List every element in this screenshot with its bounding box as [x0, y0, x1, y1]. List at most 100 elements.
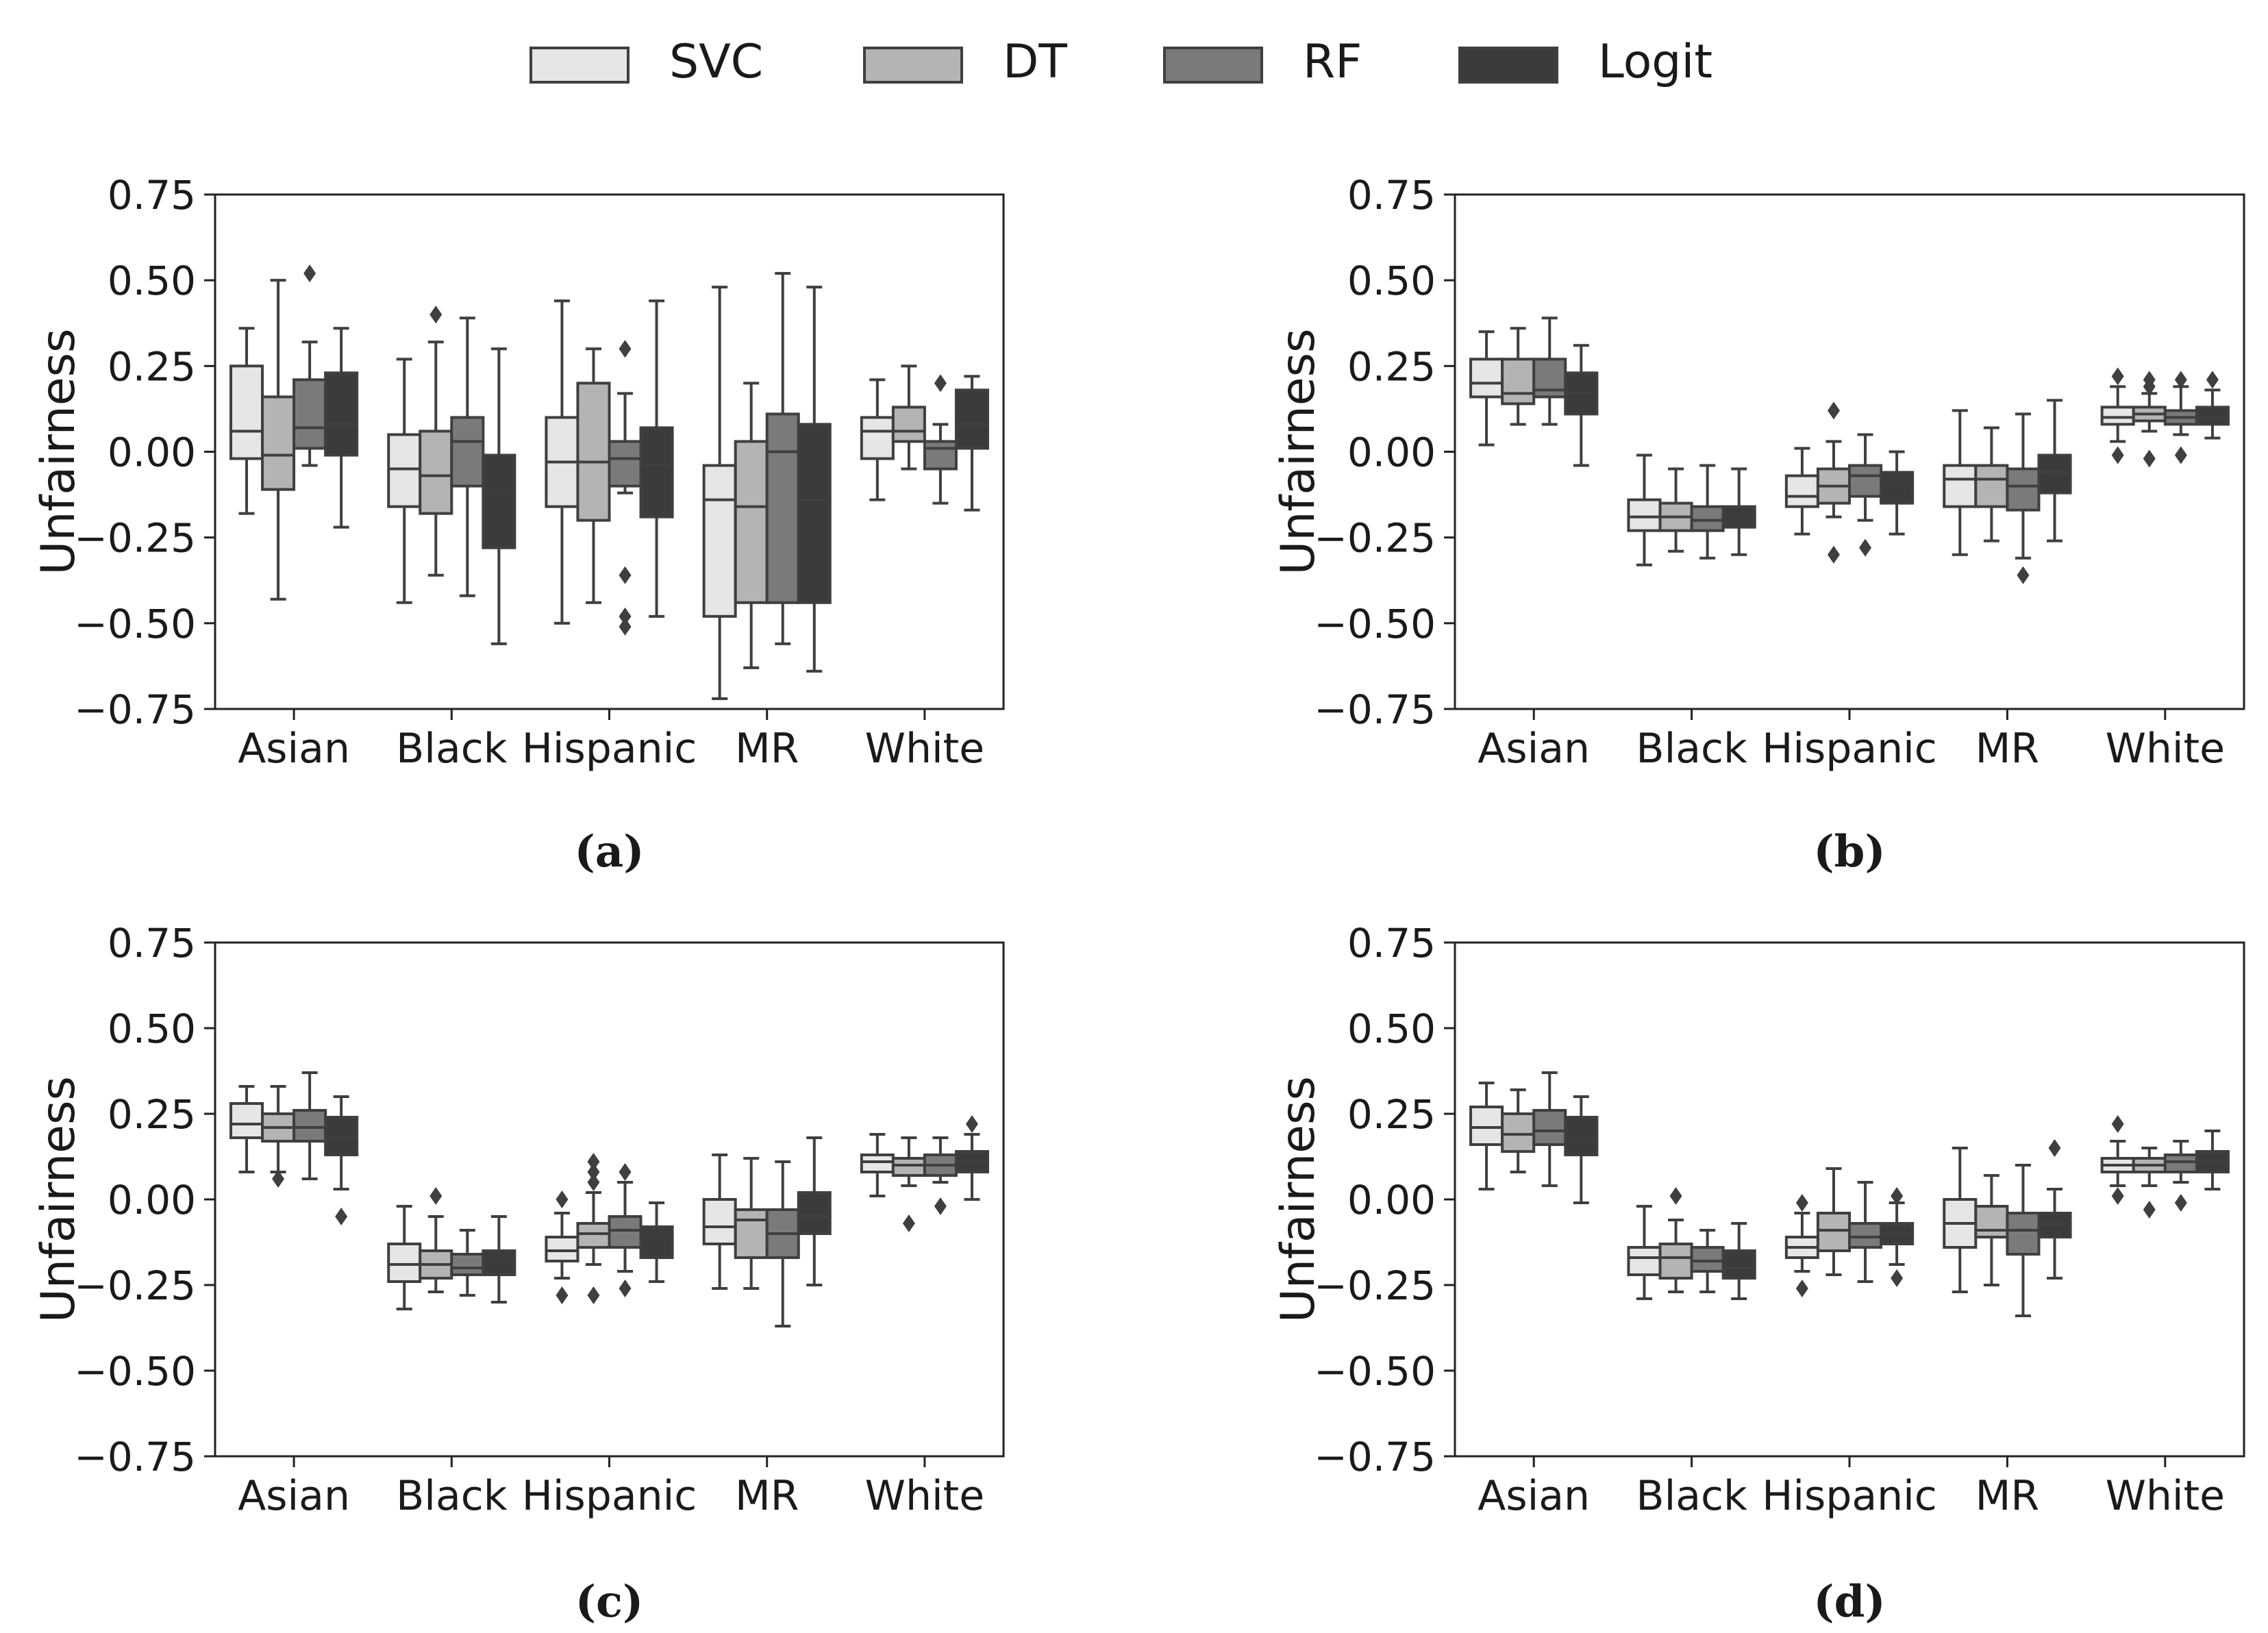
outlier-point	[619, 340, 632, 358]
box-logit-black	[482, 1215, 516, 1304]
outlier-point	[2206, 371, 2219, 389]
legend-label-dt: DT	[1003, 35, 1067, 89]
outlier-point	[429, 1187, 443, 1205]
box-dt-hispanic	[1816, 401, 1851, 564]
y-tick-label: −0.50	[74, 1348, 196, 1395]
y-axis-label: Unfairness	[32, 329, 86, 575]
box-body	[1469, 358, 1504, 399]
y-tick-label: 0.50	[108, 258, 196, 304]
outlier-point	[429, 306, 443, 324]
box-body	[261, 395, 296, 491]
y-tick-label: −0.75	[74, 1434, 196, 1480]
box-logit-mr	[797, 1136, 832, 1286]
box-dt-black	[419, 306, 453, 577]
box-body	[860, 1154, 895, 1173]
box-rf-hispanic	[1848, 433, 1883, 557]
box-body	[734, 1208, 769, 1259]
y-tick-label: 0.75	[108, 920, 196, 967]
panel-caption: (a)	[574, 826, 644, 877]
box-svc-white	[860, 378, 895, 501]
y-tick-label: 0.75	[1347, 920, 1436, 967]
box-logit-mr	[2037, 1139, 2072, 1280]
x-tick-label-mr: MR	[1976, 1472, 2039, 1520]
outlier-point	[2111, 1115, 2124, 1133]
x-tick-label-mr: MR	[735, 1472, 799, 1520]
x-tick-label-black: Black	[396, 1472, 508, 1520]
y-tick-label: −0.25	[74, 515, 196, 562]
box-body	[954, 388, 989, 450]
outlier-point	[1827, 401, 1840, 420]
y-tick-label: −0.25	[74, 1262, 196, 1309]
box-rf-black	[1690, 1229, 1725, 1293]
outlier-point	[902, 1214, 915, 1232]
x-tick-label-black: Black	[396, 725, 508, 773]
legend-label-svc: SVC	[669, 35, 763, 89]
y-tick-label: 0.75	[108, 172, 196, 219]
box-body	[608, 1215, 643, 1249]
y-tick-label: −0.25	[1314, 1262, 1436, 1309]
box-body	[1974, 464, 2009, 508]
outlier-point	[2143, 1201, 2156, 1219]
y-axis-label: Unfairness	[32, 1076, 86, 1323]
x-tick-label-white: White	[865, 1472, 984, 1520]
box-dt-white	[891, 1136, 926, 1232]
box-body	[1690, 1246, 1725, 1273]
box-body	[482, 453, 516, 549]
box-rf-asian	[292, 264, 327, 467]
y-tick-label: 0.25	[108, 1091, 196, 1138]
box-body	[891, 1157, 926, 1177]
box-rf-mr	[765, 1160, 800, 1327]
box-dt-asian	[1501, 1088, 1536, 1173]
box-svc-asian	[1469, 1082, 1504, 1191]
y-tick-label: 0.00	[1347, 429, 1436, 476]
box-logit-asian	[324, 327, 359, 529]
panel-caption: (d)	[1813, 1576, 1885, 1628]
box-body	[482, 1249, 516, 1276]
box-body	[1658, 1243, 1693, 1280]
box-body	[891, 406, 926, 443]
box-body	[1721, 1249, 1756, 1280]
box-body	[1501, 1112, 1536, 1153]
box-svc-white	[2100, 1115, 2135, 1205]
x-tick-label-mr: MR	[1976, 725, 2039, 773]
box-dt-asian	[261, 279, 296, 601]
box-body	[1627, 1246, 1662, 1276]
outlier-point	[619, 566, 632, 584]
box-svc-hispanic	[545, 1191, 580, 1304]
outlier-point	[1891, 1269, 1904, 1287]
box-dt-white	[2132, 1147, 2167, 1219]
y-tick-label: 0.00	[108, 1177, 196, 1223]
panel-caption: (b)	[1813, 826, 1885, 877]
box-body	[1848, 1222, 1883, 1249]
box-body	[576, 1222, 611, 1249]
outlier-point	[1669, 1187, 1682, 1205]
box-body	[639, 1225, 674, 1259]
panel-a: 0.75 0.50 0.25 0.00 −0.25 −0.50 −0.75 Unfairnes…	[32, 172, 1005, 877]
box-rf-black	[450, 1229, 485, 1297]
box-rf-asian	[1532, 1071, 1567, 1187]
box-rf-white	[923, 1136, 958, 1215]
box-logit-black	[482, 347, 516, 645]
box-logit-white	[954, 375, 989, 512]
box-body	[860, 416, 895, 460]
box-body	[2163, 1154, 2198, 1173]
box-dt-black	[419, 1187, 453, 1293]
box-body	[450, 1253, 485, 1276]
legend-label-rf: RF	[1303, 35, 1362, 89]
outlier-point	[934, 1197, 947, 1215]
box-logit-mr	[2037, 399, 2072, 543]
outlier-point	[587, 1163, 600, 1181]
box-logit-white	[2195, 1130, 2230, 1191]
outlier-point	[1827, 545, 1840, 564]
box-body	[797, 1191, 832, 1235]
box-svc-mr	[1943, 409, 1978, 556]
x-tick-label-black: Black	[1636, 1472, 1747, 1520]
legend: SVC DT RF Logit	[529, 35, 1712, 89]
box-body	[765, 412, 800, 604]
box-body	[1974, 1205, 2009, 1238]
y-tick-label: −0.75	[74, 686, 196, 733]
box-body	[450, 416, 485, 488]
box-body	[702, 464, 737, 618]
box-body	[923, 440, 958, 471]
